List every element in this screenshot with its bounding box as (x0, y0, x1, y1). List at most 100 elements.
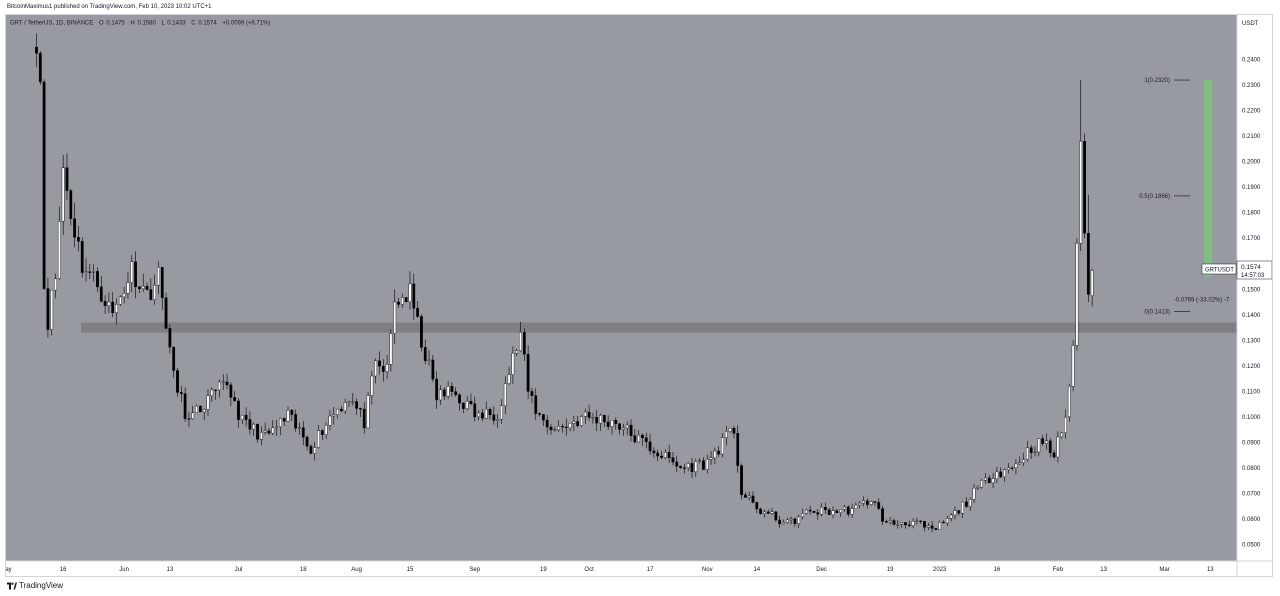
candle-body (896, 524, 900, 526)
candle-body (553, 429, 557, 431)
candle-body (461, 402, 465, 409)
y-tick-label: 0.1200 (1242, 364, 1261, 370)
candlestick-chart[interactable]: 1(0.2320) 0.5(0.1866) 0(0.1413) -0.0769 (-… (6, 15, 1272, 576)
y-tick-label: 0.0700 (1242, 491, 1261, 497)
candle-body (393, 301, 397, 334)
candle-body (1086, 232, 1090, 295)
x-tick-label: 15 (407, 567, 414, 573)
candle-body (541, 414, 545, 421)
projection-bar (1204, 80, 1212, 277)
candle-body (743, 494, 747, 498)
candle-body (374, 360, 378, 377)
candle-body (618, 423, 621, 430)
candle-body (644, 437, 648, 443)
projection-label: -0.0769 (-33.02%) -7 (1174, 297, 1230, 303)
candle-body (1029, 447, 1033, 453)
candle-body (496, 419, 500, 421)
candle-body (370, 375, 374, 396)
candle-body (183, 393, 187, 419)
candle-body (248, 419, 252, 430)
candle-body (1060, 432, 1064, 438)
candle-body (427, 359, 431, 362)
candle-body (1079, 141, 1083, 244)
candle-body (839, 509, 843, 513)
candle-body (545, 419, 549, 428)
candle-body (237, 400, 240, 420)
candle-body (157, 267, 160, 286)
candle-body (671, 457, 675, 463)
candle-body (858, 502, 862, 506)
candle-body (115, 304, 118, 314)
y-tick-label: 0.0600 (1242, 517, 1261, 523)
candle-body (343, 402, 347, 412)
candle-body (515, 350, 519, 354)
candle-body (138, 286, 141, 290)
x-tick-label: May (6, 567, 12, 573)
candle-body (652, 450, 656, 454)
candle-body (1014, 463, 1018, 468)
x-tick-label: 17 (647, 567, 654, 573)
candle-body (320, 430, 324, 435)
candle-body (637, 434, 641, 443)
candle-body (564, 426, 568, 429)
y-tick-label: 0.1900 (1242, 185, 1261, 191)
candle-body (240, 414, 244, 420)
candle-body (503, 383, 507, 407)
candle-body (865, 500, 869, 505)
candle-body (610, 420, 614, 427)
candle-body (625, 424, 629, 429)
candle-body (820, 507, 823, 515)
candle-body (507, 374, 511, 384)
candle-body (572, 421, 576, 424)
candle-body (968, 499, 972, 507)
candle-body (698, 460, 702, 462)
candle-body (862, 500, 865, 504)
candle-body (366, 395, 370, 429)
candle-body (648, 441, 652, 452)
candle-body (984, 477, 987, 481)
x-tick-label: 19 (540, 567, 547, 573)
candle-body (210, 389, 214, 397)
candle-body (926, 525, 930, 528)
y-tick-label: 0.1000 (1242, 415, 1261, 421)
fib-level-label: 0(0.1413) (1144, 309, 1170, 315)
candle-body (793, 518, 797, 524)
candle-body (263, 430, 267, 433)
candle-body (724, 431, 728, 438)
candle-body (99, 286, 103, 302)
legend: GRT / TetherUS, 1D, BINANCE O 0.1475 H 0… (10, 21, 270, 27)
x-tick-label: 13 (167, 567, 174, 573)
candle-body (317, 430, 320, 448)
legend-o-value: 0.1475 (106, 21, 125, 27)
x-tick-label: 2023 (933, 567, 947, 573)
candle-body (595, 417, 599, 424)
y-tick-label: 0.2100 (1242, 134, 1261, 140)
y-tick-label: 0.1100 (1242, 389, 1261, 395)
candle-body (972, 487, 976, 500)
candle-body (713, 450, 717, 459)
x-tick-label: Oct (584, 567, 594, 573)
chart-frame (5, 14, 1273, 577)
candle-body (1064, 417, 1067, 434)
candle-body (1083, 141, 1086, 234)
candle-body (824, 507, 827, 510)
plot-area[interactable] (6, 15, 1237, 561)
candle-body (111, 301, 115, 314)
candle-body (938, 521, 942, 530)
candle-body (351, 401, 355, 403)
candle-body (1067, 386, 1071, 418)
candle-body (679, 466, 682, 468)
candle-body (511, 353, 515, 375)
candle-body (1071, 345, 1075, 387)
candle-body (538, 413, 541, 415)
x-tick-label: Jun (119, 567, 129, 573)
candle-body (446, 386, 450, 397)
candle-body (1010, 467, 1014, 469)
candle-body (221, 381, 225, 383)
candle-body (145, 286, 149, 290)
candle-body (774, 511, 778, 521)
candle-body (442, 389, 446, 397)
candle-body (458, 394, 461, 404)
candle-body (347, 401, 351, 403)
candle-body (454, 391, 458, 396)
